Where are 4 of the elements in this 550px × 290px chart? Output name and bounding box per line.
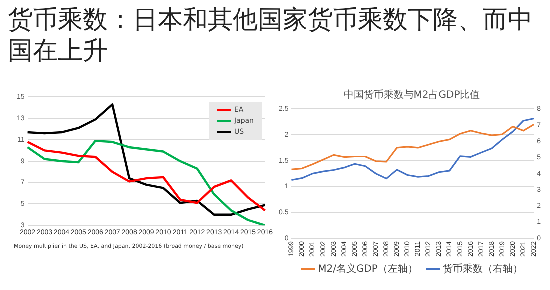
legend-label: 货币乘数（右轴） xyxy=(442,264,523,275)
legend-label: M2/名义GDP（左轴） xyxy=(318,264,418,275)
text: 货币乘数：日本和其他国家货币乘数下降、而中国在上升 xyxy=(8,4,533,66)
chart-title: 中国货币乘数与M2占GDP比值 xyxy=(342,88,482,102)
